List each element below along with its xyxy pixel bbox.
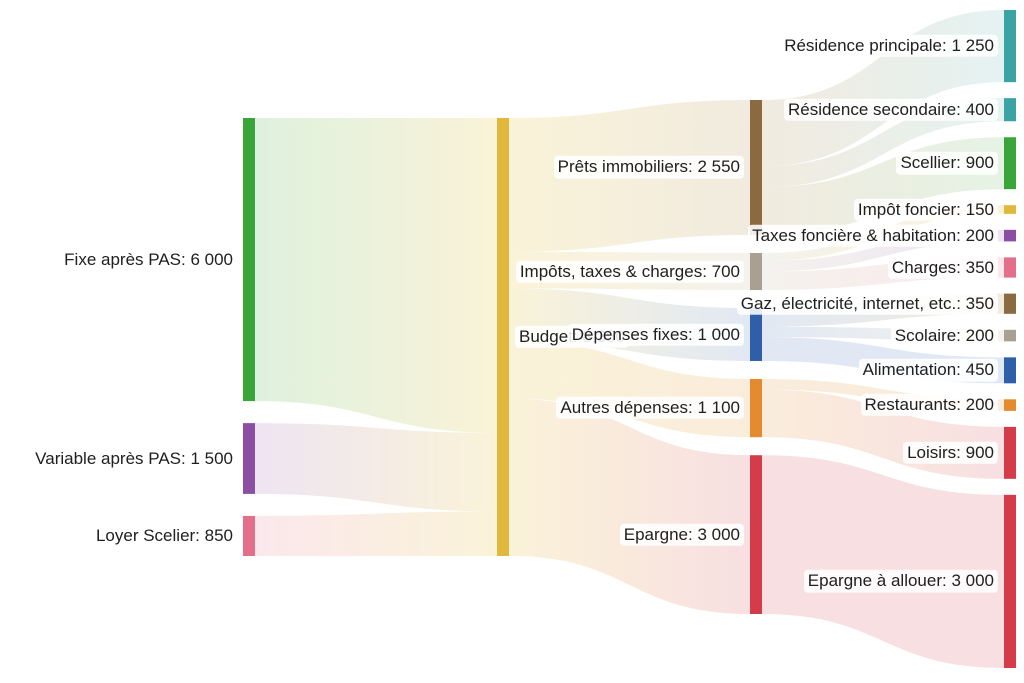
- sankey-chart: Fixe après PAS: 6 000 Variable après PAS:…: [0, 0, 1024, 683]
- sankey-node: [243, 118, 255, 401]
- sankey-link: [255, 423, 497, 511]
- node-label: Autres dépenses: 1 100: [556, 397, 744, 419]
- sankey-node: [243, 423, 255, 494]
- node-label: Gaz, électricité, internet, etc.: 350: [737, 293, 998, 315]
- sankey-node: [750, 455, 762, 614]
- sankey-node: [1004, 495, 1016, 668]
- sankey-node: [1004, 205, 1016, 214]
- node-label: Scellier: 900: [896, 152, 998, 174]
- sankey-link: [762, 455, 1004, 668]
- node-label: Résidence secondaire: 400: [784, 98, 998, 120]
- node-label: Dépenses fixes: 1 000: [568, 323, 744, 345]
- sankey-node: [243, 516, 255, 556]
- sankey-node: [1004, 294, 1016, 314]
- node-label: Loisirs: 900: [903, 442, 998, 464]
- sankey-node: [1004, 98, 1016, 121]
- sankey-node: [1004, 357, 1016, 383]
- node-label: Impôt foncier: 150: [854, 198, 998, 220]
- sankey-node: [1004, 399, 1016, 411]
- node-label: Epargne: 3 000: [620, 523, 744, 545]
- sankey-node: [1004, 230, 1016, 242]
- sankey-node: [1004, 427, 1016, 479]
- node-label: Epargne à allouer: 3 000: [804, 570, 998, 592]
- node-label: Fixe après PAS: 6 000: [60, 248, 237, 270]
- node-label: Loyer Scelier: 850: [92, 525, 237, 547]
- sankey-node: [497, 118, 509, 556]
- node-label: Résidence principale: 1 250: [780, 35, 998, 57]
- sankey-node: [1004, 10, 1016, 82]
- sankey-link: [255, 511, 497, 556]
- sankey-link: [255, 118, 497, 433]
- node-label: Prêts immobiliers: 2 550: [554, 156, 744, 178]
- sankey-node: [750, 100, 762, 235]
- sankey-node: [750, 308, 762, 361]
- sankey-node: [750, 253, 762, 290]
- sankey-node: [1004, 257, 1016, 277]
- node-label: Alimentation: 450: [859, 359, 998, 381]
- node-label: Scolaire: 200: [891, 324, 998, 346]
- node-label: Restaurants: 200: [861, 394, 998, 416]
- node-label: Charges: 350: [888, 256, 998, 278]
- sankey-node: [750, 379, 762, 437]
- node-label: Variable après PAS: 1 500: [31, 447, 237, 469]
- sankey-node: [1004, 137, 1016, 189]
- sankey-node: [1004, 330, 1016, 342]
- node-label: Taxes foncière & habitation: 200: [748, 224, 998, 246]
- node-label: Impôts, taxes & charges: 700: [516, 260, 744, 282]
